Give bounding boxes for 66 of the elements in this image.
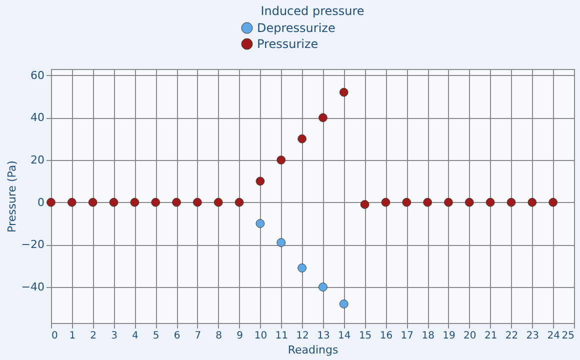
point bbox=[151, 198, 160, 207]
point bbox=[381, 198, 390, 207]
x-tick-label: 23 bbox=[526, 330, 540, 342]
point bbox=[444, 198, 453, 207]
x-tick-label: 6 bbox=[174, 330, 180, 342]
y-tick-label: −20 bbox=[21, 238, 44, 252]
point bbox=[109, 198, 118, 207]
point bbox=[548, 198, 558, 207]
x-tick-label: 11 bbox=[275, 330, 288, 342]
point bbox=[464, 198, 474, 207]
y-tick-label: 40 bbox=[30, 111, 44, 124]
point bbox=[88, 198, 98, 207]
x-tick-label: 12 bbox=[296, 330, 309, 342]
point bbox=[402, 198, 412, 207]
point bbox=[276, 238, 286, 247]
point bbox=[318, 113, 328, 122]
x-axis-title: Readings bbox=[288, 344, 338, 356]
y-axis-title: Pressure (Pa) bbox=[5, 160, 18, 232]
x-tick-label: 15 bbox=[358, 330, 372, 342]
x-tick-label: 1 bbox=[69, 330, 76, 342]
x-tick-label: 25 bbox=[562, 330, 574, 342]
x-tick-label: 16 bbox=[380, 330, 393, 342]
legend-label: Pressurize bbox=[257, 37, 318, 51]
x-tick-label: 17 bbox=[400, 330, 414, 342]
legend-label: Depressurize bbox=[257, 21, 336, 35]
point bbox=[276, 156, 286, 164]
x-tick-label: 7 bbox=[194, 330, 202, 342]
point bbox=[486, 198, 495, 207]
x-tick-label: 4 bbox=[132, 330, 138, 342]
point bbox=[172, 198, 181, 207]
point bbox=[298, 134, 306, 144]
x-tick-label: 24 bbox=[547, 330, 560, 342]
x-tick-label: 0 bbox=[52, 330, 58, 342]
point bbox=[506, 198, 516, 207]
x-tick-label: 13 bbox=[317, 330, 330, 342]
point bbox=[130, 198, 140, 207]
y-tick-label: 20 bbox=[30, 154, 44, 167]
y-tick-label: 0 bbox=[38, 196, 44, 209]
chart-title: Induced pressure bbox=[260, 4, 364, 18]
x-tick-label: 19 bbox=[442, 330, 456, 342]
point bbox=[318, 282, 328, 292]
x-tick-label: 9 bbox=[236, 330, 243, 342]
x-tick-label: 5 bbox=[152, 330, 160, 342]
x-tick-label: 3 bbox=[111, 330, 118, 342]
point bbox=[298, 264, 306, 272]
point bbox=[67, 198, 76, 207]
x-tick-label: 8 bbox=[216, 330, 222, 342]
point bbox=[339, 300, 348, 308]
point bbox=[256, 176, 265, 186]
y-tick-label: 60 bbox=[30, 68, 44, 82]
point bbox=[423, 198, 432, 207]
x-tick-label: 10 bbox=[254, 330, 268, 342]
y-tick-label: −40 bbox=[21, 280, 44, 294]
point bbox=[256, 219, 265, 228]
point bbox=[339, 88, 348, 97]
x-tick-label: 2 bbox=[90, 330, 97, 342]
x-tick-label: 22 bbox=[505, 330, 518, 342]
x-tick-label: 20 bbox=[464, 330, 476, 342]
point bbox=[360, 200, 370, 209]
point bbox=[528, 198, 537, 207]
point bbox=[214, 198, 223, 207]
x-tick-label: 14 bbox=[338, 330, 351, 342]
point bbox=[234, 198, 244, 207]
x-tick-label: 21 bbox=[484, 330, 498, 342]
x-tick-label: 18 bbox=[422, 330, 434, 342]
point bbox=[193, 198, 202, 207]
